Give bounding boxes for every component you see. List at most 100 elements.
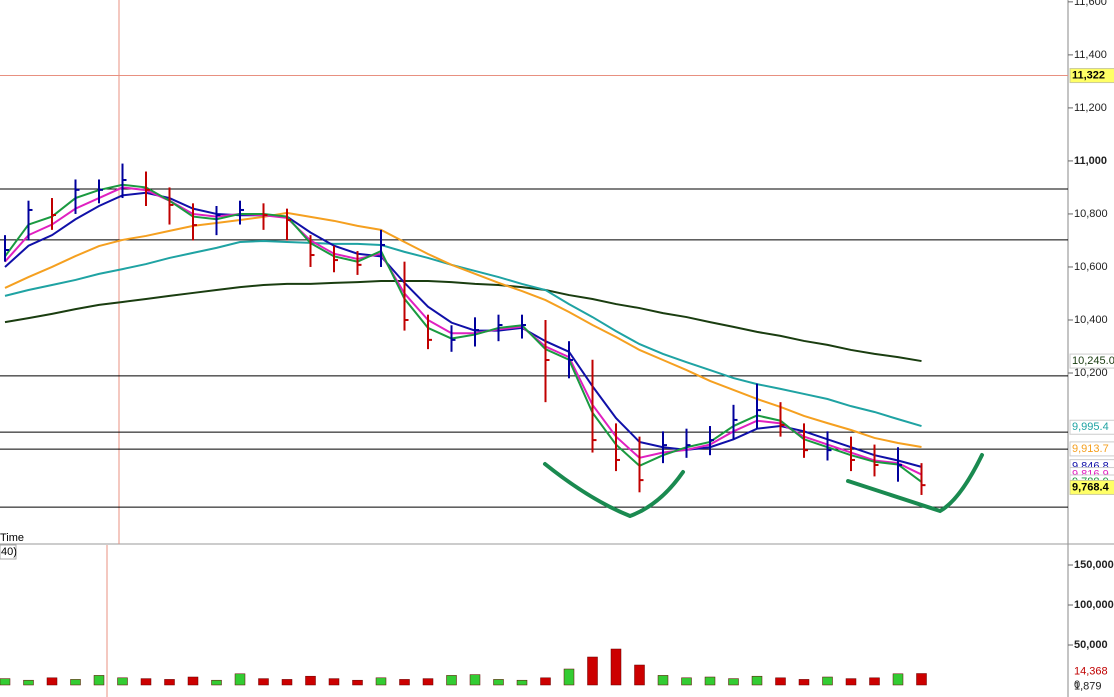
volume-bar — [140, 678, 152, 686]
price-tag-label: 9,995.4 — [1072, 421, 1109, 433]
price-tag-box — [1069, 353, 1114, 369]
y-tick-label: 10,800 — [1074, 208, 1108, 220]
volume-bar — [916, 673, 927, 686]
volume-bar — [728, 678, 739, 686]
price-bar — [685, 428, 691, 458]
y-tick-label: 11,200 — [1074, 102, 1107, 114]
price-bar — [709, 426, 714, 456]
price-bar — [920, 463, 926, 495]
price-bar — [662, 431, 667, 464]
annotation-curve — [543, 462, 685, 519]
volume-bar — [587, 656, 598, 686]
price-bar — [873, 444, 879, 477]
price-bar — [779, 402, 785, 437]
price-bar — [803, 423, 808, 458]
price-bar — [591, 359, 597, 453]
volume-bar — [234, 673, 246, 686]
price-bar — [850, 436, 855, 472]
volume-bar — [328, 678, 340, 686]
price-bar — [27, 200, 33, 241]
volume-bar — [23, 679, 34, 686]
y-tick-label: 50,000 — [1074, 639, 1108, 651]
volume-bar — [845, 678, 857, 686]
volume-bar — [516, 679, 528, 686]
price-bar — [262, 203, 268, 230]
price-bar — [638, 436, 644, 493]
volume-bar — [305, 675, 316, 686]
price-bar — [98, 179, 103, 204]
y-tick-label: 10,200 — [1074, 367, 1108, 379]
volume-bar — [46, 677, 58, 686]
price-bar — [239, 200, 244, 225]
price-bar — [309, 235, 315, 267]
volume-bar — [352, 679, 363, 686]
y-tick-label: 100,000 — [1074, 599, 1114, 611]
volume-tag-label: 0 — [1074, 679, 1080, 691]
price-bar — [568, 341, 573, 379]
volume-bar — [610, 648, 622, 686]
price-tag-label: 11,322 — [1072, 69, 1105, 81]
price-bar — [333, 245, 338, 273]
price-bar — [215, 205, 221, 236]
price-tag-box — [1069, 419, 1114, 435]
price-bar — [732, 404, 738, 440]
volume-bar — [704, 676, 716, 686]
price-bar — [145, 171, 150, 206]
volume-bar — [258, 678, 269, 686]
price-bar — [121, 163, 127, 199]
volume-bar — [540, 677, 551, 686]
price-tag-label: 9,768.4 — [1072, 481, 1110, 493]
price-bar — [403, 261, 409, 331]
volume-bar — [164, 679, 175, 686]
volume-bar — [822, 676, 833, 686]
volume-bar — [375, 677, 387, 686]
price-bar — [615, 423, 620, 472]
volume-bar — [681, 677, 692, 686]
volume-bar — [70, 679, 81, 686]
y-tick-label: 11,000 — [1074, 155, 1107, 167]
volume-bar — [775, 677, 786, 686]
price-bar — [521, 314, 526, 339]
volume-bar — [657, 675, 669, 686]
price-bar — [497, 314, 503, 342]
price-bar — [51, 198, 56, 230]
volume-legend: 40) — [1, 546, 17, 558]
price-bar — [74, 179, 80, 214]
moving-average-line — [4, 211, 922, 448]
annotation-curve — [846, 453, 984, 514]
price-bar — [450, 325, 456, 352]
volume-bar — [0, 678, 11, 686]
price-bar — [380, 229, 385, 267]
price-bar — [474, 317, 479, 347]
volume-bar — [892, 673, 904, 686]
volume-tag-label: 14,368 — [1074, 665, 1108, 677]
price-bar — [4, 235, 9, 262]
volume-bar — [211, 679, 222, 686]
y-tick-label: 11,400 — [1074, 49, 1107, 61]
price-bar — [756, 383, 761, 429]
price-bar — [192, 203, 197, 241]
legend-box — [0, 544, 17, 560]
price-tag-label: 10,245.0 — [1072, 355, 1114, 367]
price-tag-box — [1069, 68, 1114, 84]
volume-bar — [634, 664, 645, 686]
volume-bar — [798, 679, 810, 686]
y-tick-label: 10,600 — [1074, 261, 1108, 273]
price-bar — [168, 187, 174, 225]
price-tag-box — [1069, 479, 1114, 495]
volume-bar — [563, 668, 575, 686]
volume-bar — [869, 677, 880, 686]
moving-average-line — [4, 239, 922, 427]
price-tag-box — [1069, 441, 1114, 457]
volume-bar — [469, 674, 481, 686]
volume-bar — [493, 679, 504, 686]
volume-bar — [117, 677, 128, 686]
price-bar — [826, 431, 832, 461]
price-tag-label: 9,913.7 — [1072, 443, 1109, 455]
volume-tag-label: 1,879 — [1074, 680, 1102, 692]
price-bar — [286, 208, 291, 241]
price-bar — [427, 314, 432, 350]
